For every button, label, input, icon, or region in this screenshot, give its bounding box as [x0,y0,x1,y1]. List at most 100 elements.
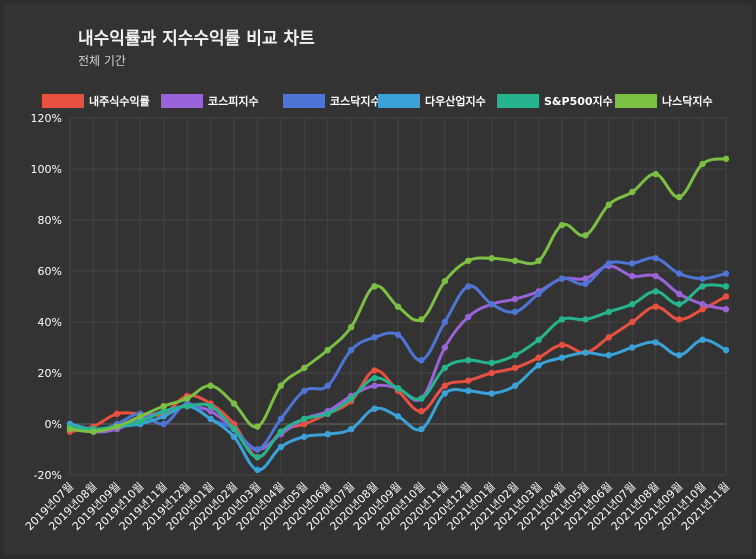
data-point-5 [137,413,144,420]
data-point-2 [605,260,613,267]
legend-swatch-2 [283,94,325,108]
data-point-0 [652,303,659,310]
y-tick-label: 60% [38,265,62,278]
legend-swatch-3 [378,94,420,108]
y-tick-label: 100% [31,163,62,176]
data-point-3 [652,339,659,346]
data-point-5 [629,188,636,196]
data-point-4 [183,402,191,410]
data-point-4 [230,425,238,433]
data-point-3 [605,351,613,359]
data-point-5 [207,382,214,389]
data-point-1 [511,295,519,303]
data-point-3 [277,443,285,451]
data-point-0 [605,334,613,341]
data-point-3 [511,382,519,389]
data-point-5 [394,303,402,310]
data-point-1 [629,272,636,280]
data-point-5 [418,316,425,323]
data-point-5 [347,323,355,331]
y-tick-label: -20% [34,469,62,482]
data-point-5 [605,201,613,208]
legend-label-2: 코스닥지수 [330,94,381,108]
data-point-1 [441,344,449,351]
data-point-5 [535,257,542,264]
data-point-3 [441,390,449,397]
data-point-4 [441,364,449,372]
legend-swatch-5 [615,94,657,108]
data-point-4 [418,395,425,402]
data-point-5 [113,423,121,430]
data-point-2 [418,357,425,364]
data-point-5 [465,257,472,264]
chart-title: 내수익률과 지수수익률 비교 차트 [78,29,315,49]
data-point-5 [699,160,706,168]
data-point-0 [441,382,449,389]
y-tick-label: 40% [38,316,62,329]
data-point-3 [160,413,167,420]
data-point-3 [301,433,308,440]
data-point-3 [371,405,378,412]
data-point-4 [582,316,589,323]
data-point-1 [465,313,472,321]
data-point-4 [605,308,613,315]
data-point-4 [301,415,308,423]
y-tick-label: 0% [45,418,62,431]
data-point-2 [511,308,519,315]
data-point-5 [441,278,449,285]
data-point-1 [652,272,659,280]
data-point-2 [371,334,378,341]
data-point-5 [230,400,238,407]
data-point-5 [301,364,308,372]
data-point-0 [722,293,730,300]
legend-swatch-0 [42,94,84,108]
data-point-5 [371,283,378,290]
data-point-5 [488,255,495,262]
data-point-3 [324,431,331,438]
data-point-2 [652,255,659,262]
data-point-4 [699,283,706,290]
data-point-4 [488,359,495,366]
data-point-0 [371,367,378,374]
data-point-3 [394,413,402,420]
data-point-5 [160,402,167,410]
data-point-5 [66,425,74,433]
data-point-0 [558,341,566,349]
data-point-2 [254,446,261,453]
data-point-2 [347,346,355,354]
data-point-4 [394,385,402,392]
data-point-3 [722,346,730,354]
data-point-5 [722,155,730,162]
data-point-3 [488,390,495,397]
y-tick-label: 120% [31,112,62,125]
data-point-2 [535,290,542,298]
data-point-5 [324,346,331,354]
data-point-1 [371,382,378,389]
data-point-3 [675,351,683,359]
data-point-2 [488,300,495,308]
data-point-2 [629,260,636,267]
data-point-3 [582,349,589,356]
data-point-5 [277,382,285,389]
data-point-2 [441,318,449,326]
data-point-1 [207,408,214,415]
y-tick-label: 20% [38,367,62,380]
data-point-3 [254,466,261,474]
data-point-3 [699,336,706,344]
data-point-2 [582,280,589,287]
data-point-4 [207,402,214,410]
data-point-3 [629,344,636,351]
data-point-4 [652,288,659,295]
data-point-0 [699,306,706,313]
data-point-3 [535,362,542,369]
data-point-0 [301,420,308,428]
data-point-2 [722,270,730,277]
data-point-2 [675,270,683,277]
data-point-1 [675,290,683,298]
data-point-0 [465,377,472,384]
data-point-5 [558,221,566,229]
data-point-5 [90,428,97,435]
data-point-2 [324,382,331,389]
legend-swatch-1 [161,94,203,108]
